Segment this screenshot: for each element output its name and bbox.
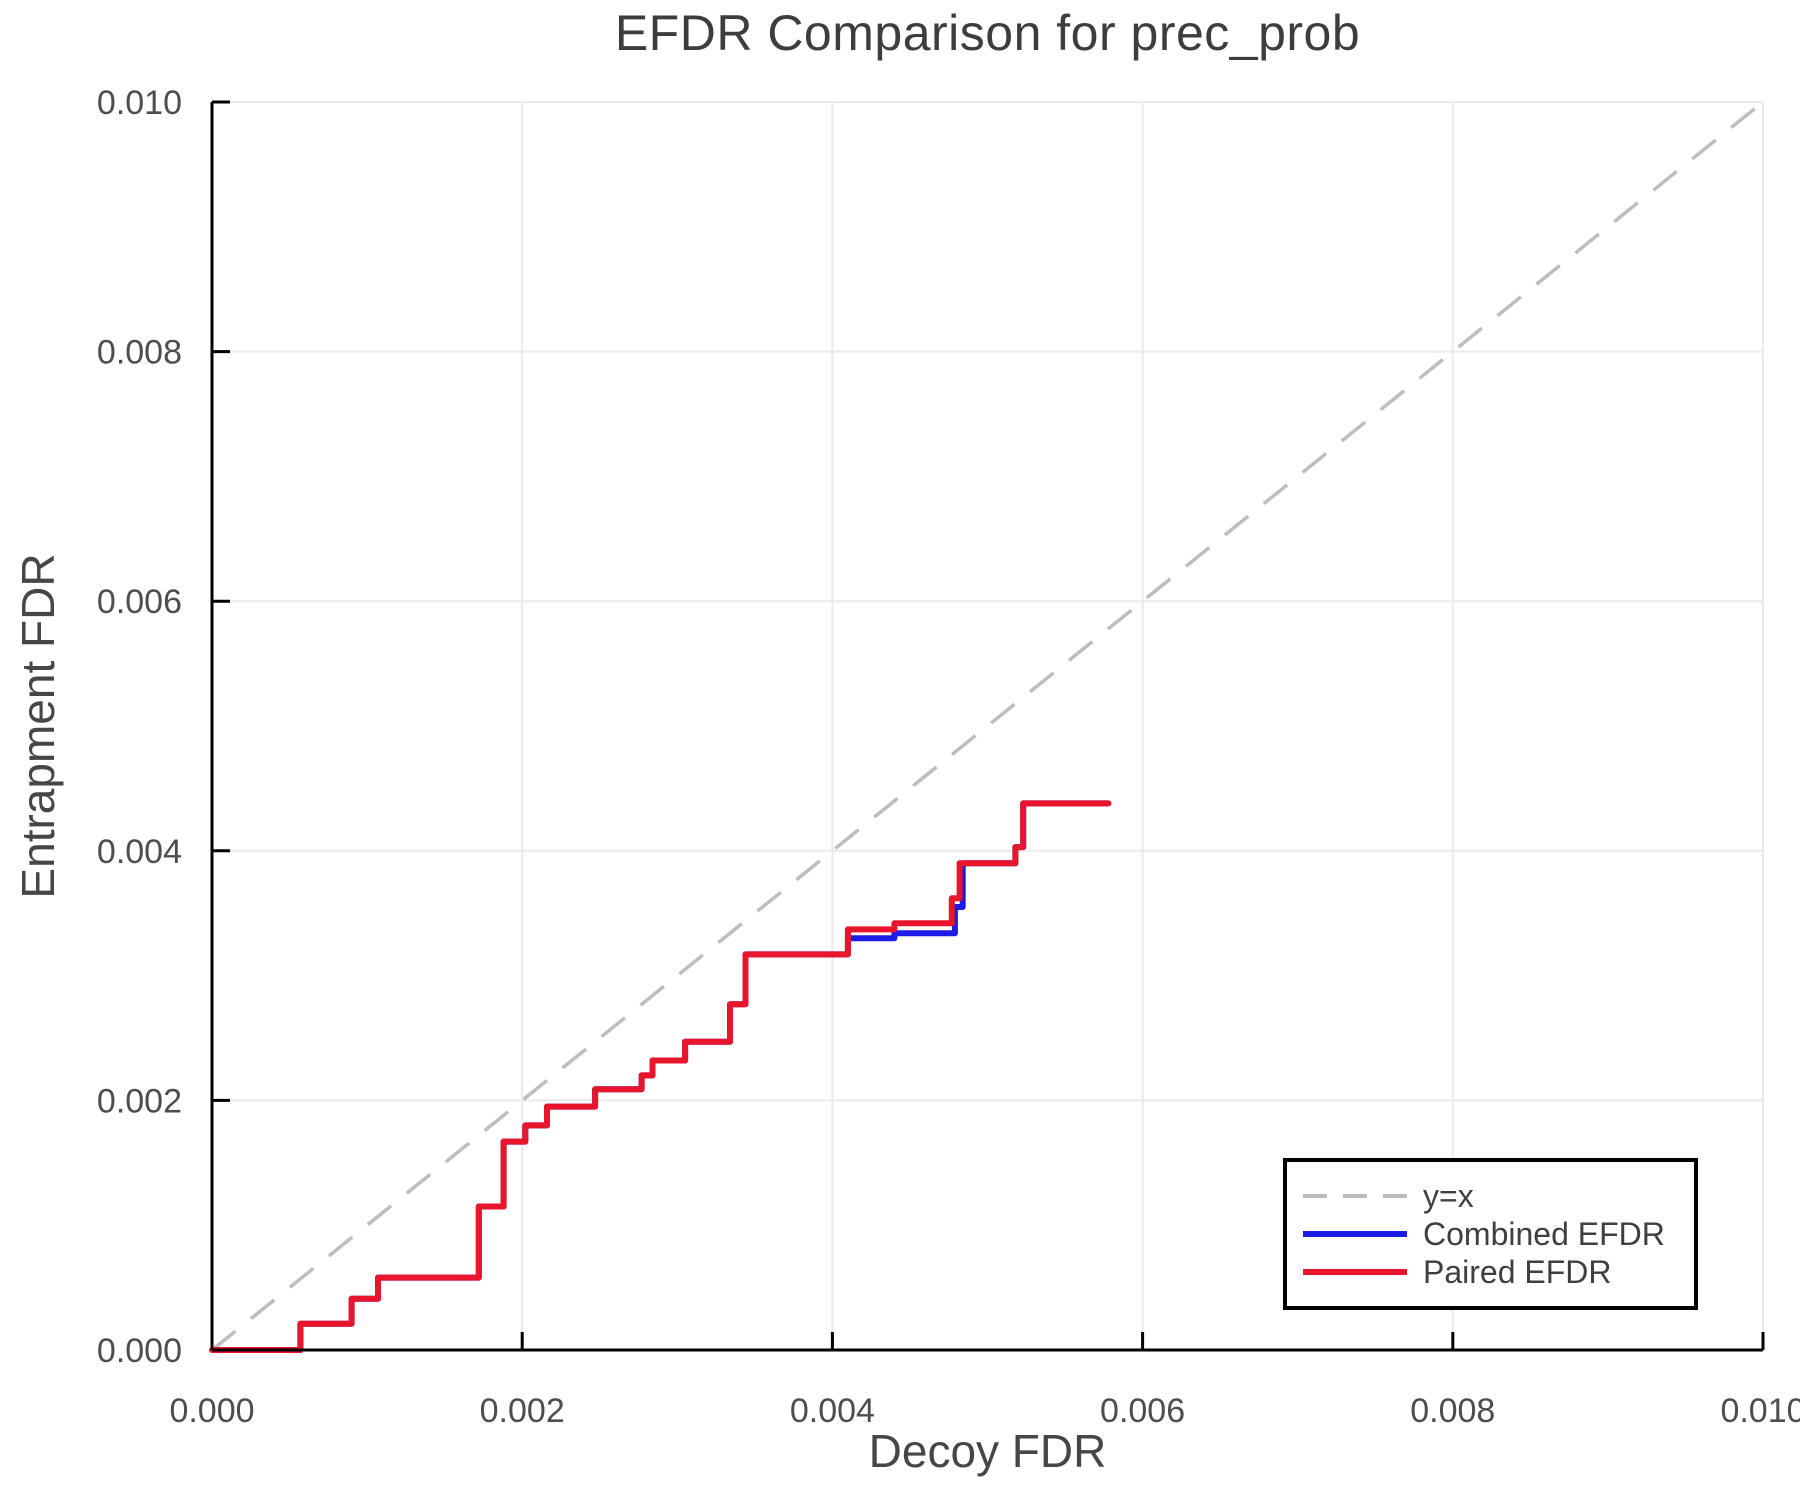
y-tick-label: 0.010 xyxy=(97,84,182,122)
chart-title: EFDR Comparison for prec_prob xyxy=(614,5,1361,61)
x-tick-label: 0.000 xyxy=(169,1392,254,1430)
combined-efdr-swatch xyxy=(1303,1231,1407,1237)
y-tick-label: 0.004 xyxy=(97,833,182,871)
gridlines xyxy=(212,101,1764,1350)
y-tick-label: 0.002 xyxy=(97,1082,182,1120)
x-tick-label: 0.010 xyxy=(1720,1392,1800,1430)
combined-efdr-line xyxy=(212,800,1109,1353)
x-tick-label: 0.002 xyxy=(480,1392,565,1430)
paired-efdr-swatch xyxy=(1303,1269,1407,1275)
legend-label-combined: Combined EFDR xyxy=(1423,1215,1665,1252)
legend-row-combined: Combined EFDR xyxy=(1303,1215,1694,1253)
x-tick-label: 0.008 xyxy=(1410,1392,1495,1430)
identity-line xyxy=(210,100,1765,1352)
y-axis-title: Entrapment FDR xyxy=(12,553,64,899)
legend: y=x Combined EFDR Paired EFDR xyxy=(1283,1158,1698,1310)
tick-labels: 0.000 0.002 0.004 0.006 0.008 0.010 0.000 0.002… xyxy=(97,84,1800,1430)
y-tick-label: 0.008 xyxy=(97,334,182,372)
legend-label-identity: y=x xyxy=(1423,1177,1474,1214)
y-tick-label: 0.006 xyxy=(97,583,182,621)
x-axis-title: Decoy FDR xyxy=(868,1425,1107,1477)
paired-efdr-line xyxy=(209,800,1112,1353)
x-tick-label: 0.004 xyxy=(790,1392,875,1430)
x-tick-label: 0.006 xyxy=(1100,1392,1185,1430)
identity-line-swatch xyxy=(1303,1194,1407,1198)
legend-row-identity: y=x xyxy=(1303,1177,1694,1215)
legend-row-paired: Paired EFDR xyxy=(1303,1253,1694,1291)
legend-label-paired: Paired EFDR xyxy=(1423,1253,1612,1290)
y-tick-label: 0.000 xyxy=(97,1332,182,1370)
